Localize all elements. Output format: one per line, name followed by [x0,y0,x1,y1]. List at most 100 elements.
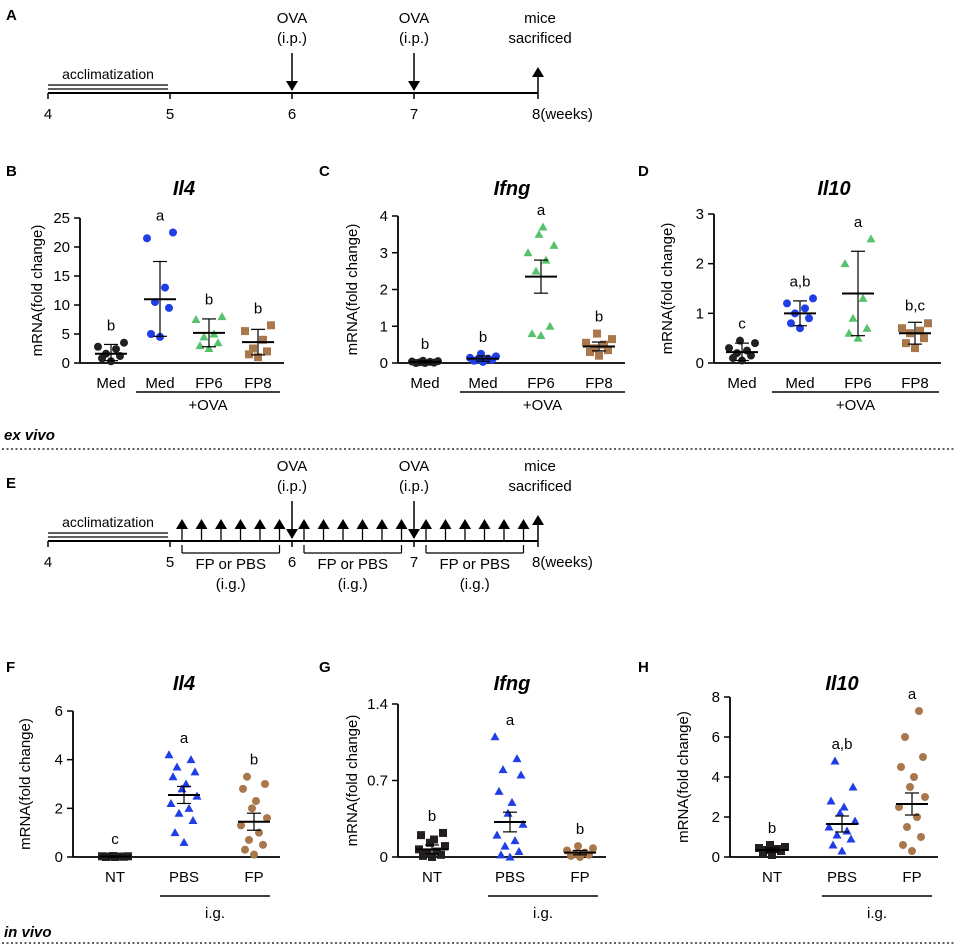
down-arrow-icon [286,81,298,91]
data-point [901,733,909,741]
data-point [184,803,194,812]
series-med: b [94,318,128,366]
data-point [534,229,544,238]
treatment-label: FP or PBS [195,556,266,573]
data-point [241,327,249,336]
chart-title: Il4 [173,673,195,695]
series-pbs: a [164,730,202,846]
chart-panel-C: Ifng 0 1 2 3 4 mRNA(fold change) Med Med FP6 FP8 +O… [344,178,625,414]
y-tick-label: 1.4 [367,696,388,713]
data-point [245,835,253,844]
series-nt: b [415,808,449,861]
data-point [204,344,214,352]
data-point [199,332,209,341]
data-point [188,816,198,824]
x-category-label: FP [570,869,589,886]
data-point [589,844,597,853]
data-point [590,344,598,353]
event-label: mice [524,10,556,27]
data-point [842,826,852,835]
data-point [593,329,601,338]
panel-letter-F: F [6,659,15,676]
week-label: 7 [410,106,418,123]
data-point [924,319,932,328]
data-point [898,324,906,333]
up-arrow-icon [420,519,432,529]
up-arrow-icon [298,519,310,529]
data-point [213,338,223,347]
data-point [241,845,249,854]
data-point [181,779,191,788]
data-point [179,837,189,846]
significance-letter: a [537,202,546,219]
data-point [490,732,500,741]
event-sub-label: sacrificed [508,478,571,495]
data-point [252,797,260,806]
x-category-label: Med [145,375,174,392]
data-point [853,333,863,342]
x-category-label: PBS [169,869,199,886]
data-point [604,346,612,355]
data-point [899,841,907,849]
x-category-label: FP [244,869,263,886]
group-label: +OVA [523,397,562,414]
y-axis-label: mRNA(fold change) [17,718,34,850]
series-fp: a [895,686,929,855]
data-point [417,831,425,840]
week-label: 6 [288,106,296,123]
data-point [433,847,441,856]
up-arrow-icon [337,519,349,529]
data-point [505,852,515,861]
y-tick-label: 0 [62,355,70,372]
y-tick-label: 4 [712,769,720,786]
significance-letter: b [205,292,213,309]
data-point [165,303,173,312]
significance-letter: a [180,730,189,747]
data-point [510,836,520,845]
data-point [428,853,436,861]
significance-letter: b [595,309,603,326]
panel-letter-D: D [638,163,649,180]
data-point [600,340,608,349]
significance-letter: b [421,336,429,353]
data-point [254,353,262,362]
data-point [846,834,856,843]
y-tick-label: 0 [696,355,704,372]
data-point [263,347,271,356]
series-fp8-ova: b [241,300,275,362]
data-point [531,266,541,275]
series-fp6-ova: b [191,292,227,352]
treatment-route-label: (i.g.) [338,576,368,593]
week-label: 7 [410,554,418,571]
data-point [243,772,251,781]
x-category-label: FP8 [901,375,929,392]
x-category-label: NT [105,869,125,886]
y-tick-label: 0 [380,355,388,372]
data-point [862,323,872,332]
data-point [174,808,184,817]
significance-letter: a [854,214,863,231]
week-label: 4 [44,106,52,123]
data-point [908,847,916,855]
week-label: 8(weeks) [532,106,593,123]
data-point [166,798,176,807]
series-fp: b [563,821,597,861]
data-point [237,821,245,830]
data-point [911,344,919,353]
acclimatization-label: acclimatization [62,66,154,82]
data-point [903,823,911,831]
data-point [498,765,508,774]
x-category-label: FP8 [244,375,272,392]
data-point [910,773,918,781]
data-point [164,750,174,759]
group-label: +OVA [188,397,227,414]
data-point [190,767,200,776]
data-point [897,763,905,771]
data-point [805,314,813,323]
significance-letter: a,b [790,273,811,290]
significance-letter: c [111,831,119,848]
data-point [112,345,120,354]
y-tick-label: 4 [380,208,388,225]
data-point [858,293,868,302]
y-tick-label: 8 [712,689,720,706]
